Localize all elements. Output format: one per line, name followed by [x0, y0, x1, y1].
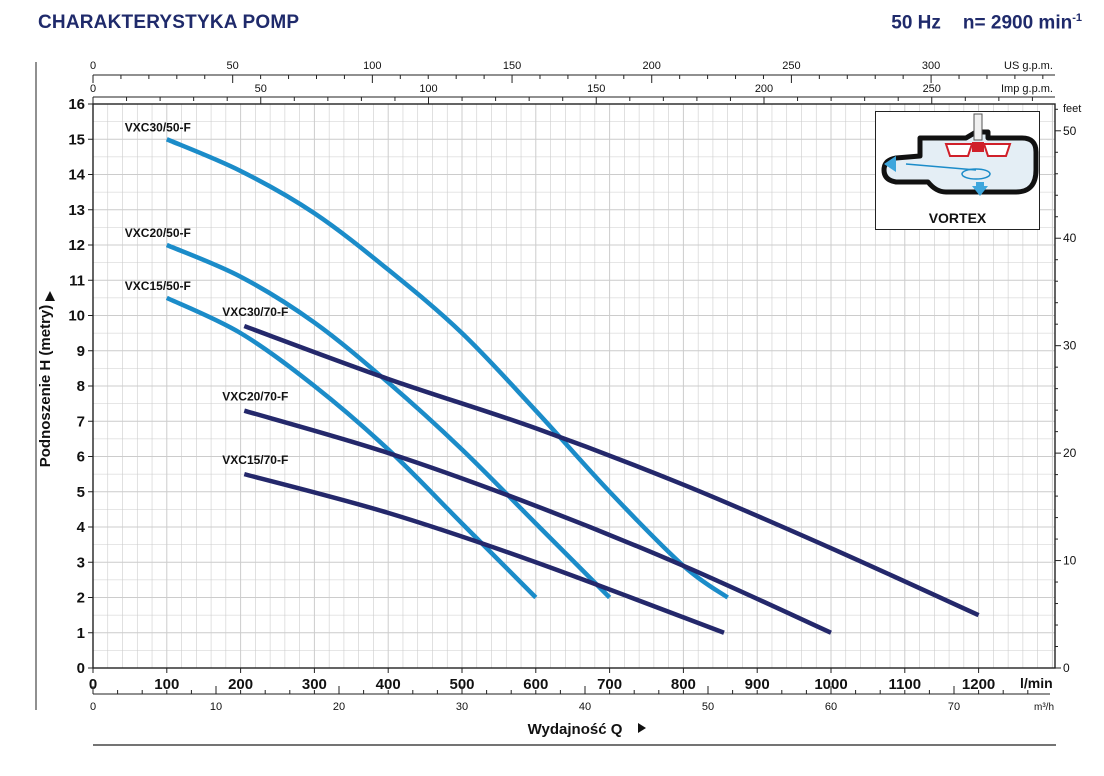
y-tick-label: 3 — [77, 554, 85, 571]
m3h-tick-label: 20 — [333, 701, 345, 713]
impgpm-tick-label: 0 — [90, 83, 96, 95]
m3h-tick-label: 70 — [948, 701, 960, 713]
usgpm-tick-label: 0 — [90, 60, 96, 72]
speed-info: 50 Hz n= 2900 min-1 — [891, 12, 1082, 34]
y-tick-label: 11 — [69, 272, 85, 289]
y-tick-label: 12 — [68, 237, 85, 254]
x-axis-arrow-icon — [638, 723, 646, 733]
x-tick-label: 400 — [376, 676, 401, 693]
m3h-unit-label: m³/h — [1034, 702, 1054, 713]
y-tick-label: 13 — [68, 202, 85, 219]
feet-tick-label: 10 — [1063, 554, 1077, 568]
y-tick-label: 16 — [68, 96, 85, 113]
m3h-tick-label: 10 — [210, 701, 222, 713]
y-tick-label: 1 — [77, 625, 85, 642]
curve-vxc30-50-f — [165, 137, 729, 600]
impgpm-unit-label: Imp g.p.m. — [1001, 83, 1053, 95]
feet-tick-label: 30 — [1063, 339, 1077, 353]
x-tick-label: 1000 — [814, 676, 847, 693]
vortex-label: VORTEX — [928, 210, 987, 226]
feet-tick-label: 50 — [1063, 124, 1077, 138]
feet-tick-label: 40 — [1063, 231, 1077, 245]
page-title: CHARAKTERYSTYKA POMP — [38, 12, 300, 33]
impgpm-tick-label: 100 — [419, 83, 437, 95]
x-tick-label: 1200 — [962, 676, 995, 693]
y-tick-label: 7 — [77, 413, 85, 430]
usgpm-tick-label: 250 — [782, 60, 800, 72]
curve-vxc20-50-f — [165, 242, 612, 600]
y-tick-label: 15 — [68, 131, 85, 148]
speed-label: n= 2900 min — [962, 12, 1073, 34]
series-label-vxc20-70-f: VXC20/70-F — [222, 390, 288, 404]
curve-vxc15-50-f — [165, 295, 538, 600]
m3h-tick-label: 0 — [90, 701, 96, 713]
m3h-tick-label: 30 — [456, 701, 468, 713]
vortex-impeller-icon — [881, 113, 1039, 196]
usgpm-tick-label: 300 — [922, 60, 940, 72]
curve-vxc15-70-f — [243, 471, 725, 635]
impgpm-tick-label: 150 — [587, 83, 605, 95]
x-tick-label: 800 — [671, 676, 696, 693]
x-tick-label: 100 — [154, 676, 179, 693]
y-tick-label: 0 — [77, 660, 85, 677]
x-tick-label: 700 — [597, 676, 622, 693]
frequency-label: 50 Hz — [891, 12, 941, 34]
y-tick-label: 9 — [77, 343, 85, 360]
usgpm-tick-label: 100 — [363, 60, 381, 72]
series-label-vxc20-50-f: VXC20/50-F — [125, 226, 191, 240]
speed-exponent: -1 — [1072, 12, 1082, 24]
y-tick-label: 4 — [77, 519, 86, 536]
impgpm-tick-label: 50 — [255, 83, 267, 95]
series-label-vxc30-50-f: VXC30/50-F — [125, 120, 191, 134]
usgpm-tick-label: 200 — [643, 60, 661, 72]
curve-vxc20-70-f — [243, 408, 832, 635]
m3h-tick-label: 40 — [579, 701, 591, 713]
usgpm-tick-label: 50 — [227, 60, 239, 72]
feet-tick-label: 0 — [1063, 661, 1070, 675]
x-axis-title: Wydajność Q — [528, 721, 623, 738]
feet-tick-label: 20 — [1063, 446, 1077, 460]
y-tick-label: 5 — [77, 484, 85, 501]
m3h-tick-label: 60 — [825, 701, 837, 713]
feet-unit-label: feet — [1063, 103, 1081, 115]
x-tick-label: 300 — [302, 676, 327, 693]
series-label-vxc30-70-f: VXC30/70-F — [222, 305, 288, 319]
x-tick-label: 900 — [745, 676, 770, 693]
series-label-vxc15-70-f: VXC15/70-F — [222, 453, 288, 467]
vortex-inset: VORTEX — [875, 111, 1040, 230]
impgpm-tick-label: 200 — [755, 83, 773, 95]
curve-vxc30-70-f — [243, 323, 980, 618]
y-tick-label: 10 — [68, 308, 85, 325]
y-tick-label: 8 — [77, 378, 85, 395]
usgpm-unit-label: US g.p.m. — [1004, 60, 1053, 72]
series-label-vxc15-50-f: VXC15/50-F — [125, 279, 191, 293]
x-tick-label: 200 — [228, 676, 253, 693]
x-tick-label: 1100 — [889, 676, 922, 693]
m3h-tick-label: 50 — [702, 701, 714, 713]
y-tick-label: 2 — [77, 590, 85, 607]
x-unit-label: l/min — [1020, 675, 1053, 691]
x-tick-label: 0 — [89, 676, 97, 693]
y-axis-arrow-icon — [45, 291, 55, 301]
y-tick-label: 6 — [77, 449, 85, 466]
impgpm-tick-label: 250 — [923, 83, 941, 95]
y-axis-title: Podnoszenie H (metry) — [37, 305, 54, 468]
usgpm-tick-label: 150 — [503, 60, 521, 72]
y-tick-label: 14 — [68, 167, 85, 184]
x-tick-label: 500 — [449, 676, 474, 693]
x-tick-label: 600 — [523, 676, 548, 693]
